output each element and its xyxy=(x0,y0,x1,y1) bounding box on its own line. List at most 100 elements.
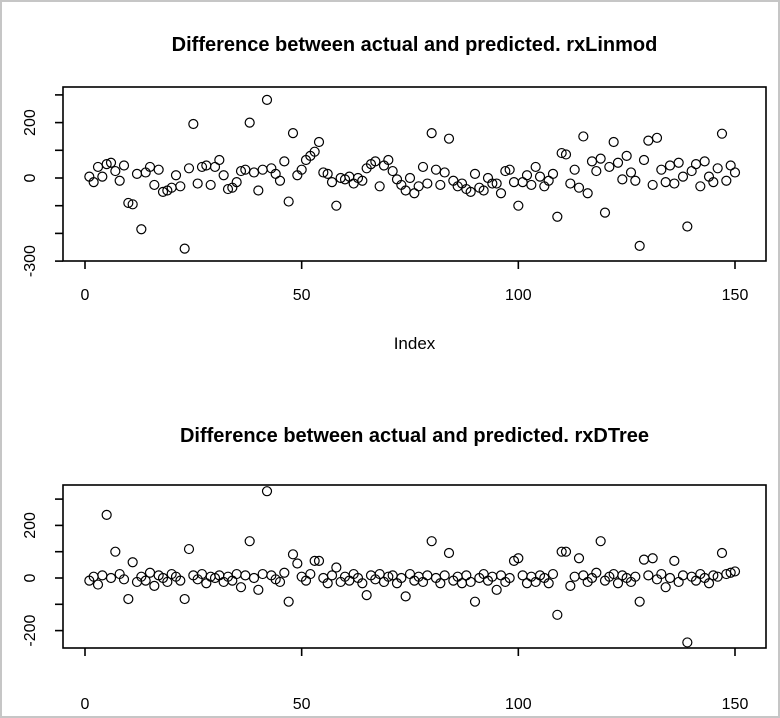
data-point xyxy=(305,568,316,580)
data-point xyxy=(261,486,273,497)
y-axis-tick-label: 200 xyxy=(22,109,39,136)
data-point xyxy=(101,159,112,170)
data-point xyxy=(565,178,576,189)
data-point xyxy=(283,196,294,207)
data-point xyxy=(231,568,242,580)
plot1-scatter-area: 0 50 100 150 200 0 -300 xyxy=(22,86,767,304)
data-point xyxy=(396,572,407,584)
data-point xyxy=(469,168,481,179)
data-point xyxy=(569,164,580,175)
data-point xyxy=(240,570,251,581)
data-point xyxy=(599,207,611,218)
data-point xyxy=(370,156,381,167)
data-point xyxy=(105,572,117,584)
data-point xyxy=(591,165,602,177)
data-point xyxy=(443,547,455,559)
data-point xyxy=(660,582,671,593)
data-point xyxy=(573,182,585,193)
data-point xyxy=(543,578,554,589)
data-point xyxy=(222,183,234,195)
data-point xyxy=(500,165,511,177)
data-point xyxy=(114,175,125,186)
data-point xyxy=(534,171,546,182)
data-point xyxy=(105,157,117,168)
data-point xyxy=(162,576,173,588)
data-point xyxy=(487,178,498,189)
data-point xyxy=(118,574,130,585)
data-point xyxy=(309,146,320,157)
data-point xyxy=(274,576,286,588)
data-point xyxy=(530,161,541,173)
data-point xyxy=(274,175,286,186)
y-axis-tick-label: 200 xyxy=(22,512,39,539)
data-point xyxy=(656,568,667,580)
data-point xyxy=(729,566,741,577)
plot-rxlinmod: Difference between actual and predicted.… xyxy=(2,2,778,361)
data-point xyxy=(404,568,416,580)
data-point xyxy=(560,546,572,557)
data-point xyxy=(383,571,394,582)
data-point xyxy=(712,163,723,174)
data-point xyxy=(677,171,689,182)
data-point xyxy=(439,167,450,178)
data-point xyxy=(196,161,208,173)
data-point xyxy=(521,170,533,181)
x-axis-tick-label: 50 xyxy=(293,287,311,304)
data-point xyxy=(647,553,658,564)
data-point xyxy=(357,578,368,589)
data-point xyxy=(443,133,455,144)
data-point xyxy=(604,161,615,173)
data-point xyxy=(235,165,247,177)
data-point xyxy=(417,161,429,173)
data-point xyxy=(331,562,342,573)
data-point xyxy=(656,164,667,175)
data-point xyxy=(175,181,186,192)
plot2-title: Difference between actual and predicted.… xyxy=(179,425,650,447)
data-point xyxy=(703,578,715,589)
data-point xyxy=(578,570,589,581)
plot-frame xyxy=(62,484,767,649)
data-point xyxy=(97,171,108,182)
data-point xyxy=(92,161,104,173)
data-point xyxy=(521,578,533,589)
data-point xyxy=(422,178,433,189)
data-point xyxy=(131,168,143,179)
data-point xyxy=(426,536,437,547)
data-point xyxy=(699,156,710,167)
data-point xyxy=(183,543,195,555)
data-point xyxy=(478,185,489,196)
data-point xyxy=(322,168,333,179)
y-axis-tick-label: -300 xyxy=(22,245,39,277)
data-point xyxy=(595,153,606,164)
data-point xyxy=(682,637,693,648)
data-point xyxy=(643,135,654,146)
data-point xyxy=(643,570,654,581)
data-point xyxy=(560,149,572,160)
data-point xyxy=(205,179,216,191)
data-point xyxy=(313,555,325,567)
data-point xyxy=(513,553,524,564)
data-point xyxy=(708,570,719,581)
data-point xyxy=(279,567,290,578)
data-point xyxy=(612,157,624,168)
data-point xyxy=(439,570,450,581)
data-point xyxy=(144,567,156,578)
data-point xyxy=(578,131,589,142)
data-point xyxy=(175,575,186,586)
data-point xyxy=(136,224,147,235)
x-axis-tick-label: 150 xyxy=(722,696,749,713)
data-point xyxy=(465,186,476,197)
data-point xyxy=(673,157,684,168)
data-point xyxy=(170,170,182,181)
data-point xyxy=(677,570,689,581)
data-point xyxy=(361,589,372,601)
data-point xyxy=(97,570,108,581)
data-point xyxy=(582,188,593,199)
data-point xyxy=(235,582,247,593)
data-point xyxy=(647,179,658,191)
data-point xyxy=(708,177,719,188)
data-point xyxy=(179,243,190,254)
data-point xyxy=(552,609,563,620)
data-point xyxy=(426,128,437,139)
